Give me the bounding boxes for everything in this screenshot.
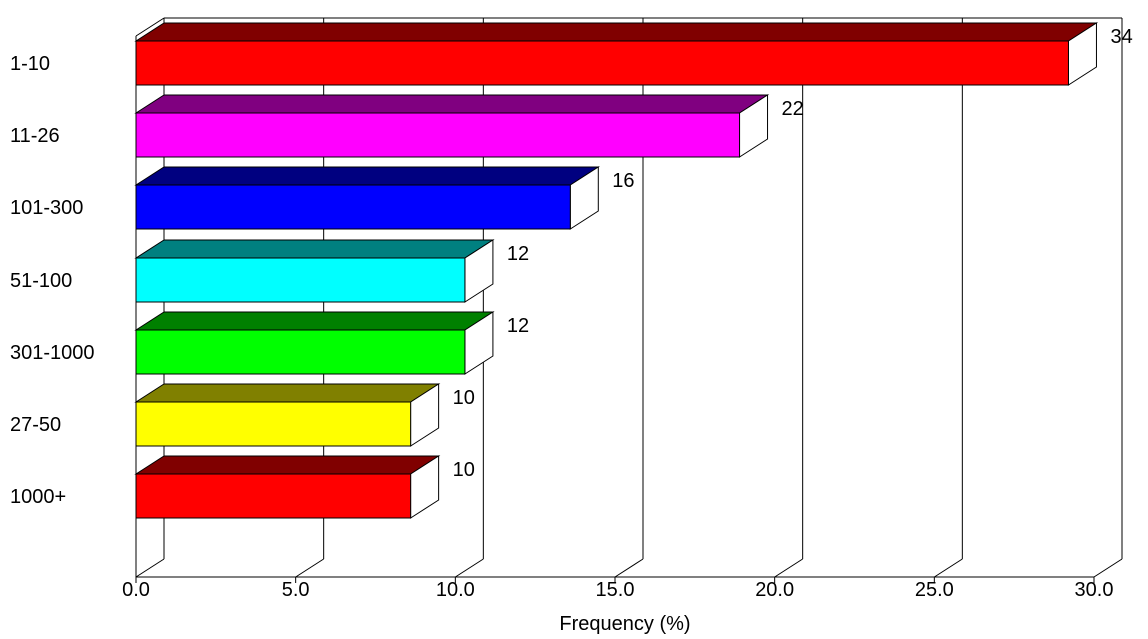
- floor-diagonal: [934, 558, 963, 578]
- bar-top-face: [134, 455, 441, 475]
- bar: [135, 184, 571, 230]
- bar: [135, 329, 466, 375]
- value-label: 10: [453, 387, 475, 409]
- x-tick-label: 30.0: [1075, 579, 1114, 601]
- category-label: 1000+: [10, 486, 66, 508]
- bar-top-face: [134, 383, 441, 403]
- value-label: 34: [1110, 26, 1132, 48]
- bar-top-face: [134, 311, 495, 331]
- floor-diagonal: [135, 558, 165, 578]
- bar: [135, 473, 412, 519]
- bar: [135, 401, 412, 447]
- x-tick-label: 5.0: [282, 579, 310, 601]
- value-label: 12: [507, 243, 529, 265]
- category-labels: 1-10 11-26 101-300 51-100 301-1000 27-50 1000+: [10, 53, 95, 508]
- category-label: 101-300: [10, 197, 83, 219]
- floor-diagonal: [774, 558, 803, 578]
- x-axis-ticks: 0.0 5.0 10.0 15.0 20.0 25.0 30.0: [122, 577, 1113, 601]
- floor-diagonal: [1093, 558, 1123, 578]
- value-label: 12: [507, 315, 529, 337]
- bar-top-face: [134, 166, 600, 186]
- bar: [135, 257, 466, 303]
- bar: [135, 40, 1069, 86]
- value-labels: 34 22 16 12 12 10 10: [453, 26, 1133, 481]
- bar: [135, 112, 741, 158]
- x-axis-title: Frequency (%): [559, 613, 690, 635]
- category-label: 27-50: [10, 414, 61, 436]
- value-label: 16: [612, 170, 634, 192]
- value-label: 10: [453, 459, 475, 481]
- x-tick-label: 20.0: [755, 579, 794, 601]
- floor-diagonal: [614, 558, 644, 578]
- side-wall-top-edge: [135, 17, 165, 37]
- x-tick-label: 15.0: [596, 579, 635, 601]
- x-tick-label: 0.0: [122, 579, 150, 601]
- floor-diagonal: [295, 558, 324, 578]
- floor-diagonal: [455, 558, 484, 578]
- bar-top-face: [134, 94, 770, 114]
- category-label: 1-10: [10, 53, 50, 75]
- category-label: 301-1000: [10, 342, 95, 364]
- bar-top-face: [134, 22, 1099, 42]
- category-label: 11-26: [10, 125, 60, 147]
- x-tick-label: 10.0: [436, 579, 475, 601]
- x-tick-label: 25.0: [915, 579, 954, 601]
- value-label: 22: [782, 98, 804, 120]
- category-label: 51-100: [10, 270, 72, 292]
- bars: [134, 22, 1099, 519]
- bar-top-face: [134, 239, 495, 259]
